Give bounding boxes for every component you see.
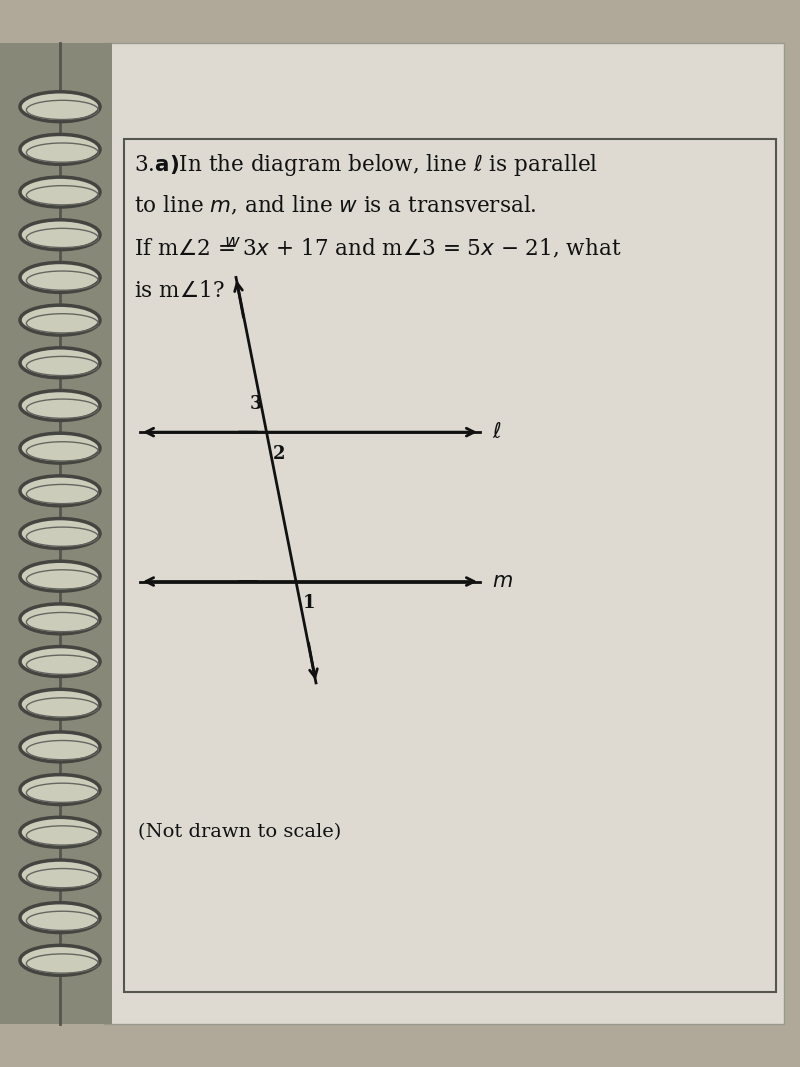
Ellipse shape [20, 177, 100, 207]
Ellipse shape [20, 860, 100, 890]
Ellipse shape [20, 92, 100, 122]
Text: $m$: $m$ [492, 572, 513, 591]
Text: $w$: $w$ [224, 233, 240, 251]
Ellipse shape [20, 817, 100, 847]
Text: $\ell$: $\ell$ [492, 423, 502, 442]
Ellipse shape [20, 519, 100, 548]
Ellipse shape [20, 476, 100, 506]
Ellipse shape [20, 689, 100, 719]
Ellipse shape [20, 647, 100, 676]
Text: 2: 2 [273, 445, 286, 463]
Ellipse shape [20, 945, 100, 975]
Ellipse shape [20, 305, 100, 335]
Ellipse shape [20, 561, 100, 591]
Text: If m$\angle$2 = 3$x$ + 17 and m$\angle$3 = 5$x$ $-$ 21, what: If m$\angle$2 = 3$x$ + 17 and m$\angle$3… [134, 237, 622, 260]
Ellipse shape [20, 391, 100, 420]
Ellipse shape [20, 903, 100, 933]
Ellipse shape [20, 604, 100, 634]
Ellipse shape [20, 262, 100, 292]
Text: is m$\angle$1?: is m$\angle$1? [134, 280, 225, 302]
Ellipse shape [20, 220, 100, 250]
Bar [124, 139, 776, 992]
Text: 3.$\mathbf{a)}$In the diagram below, line $\ell$ is parallel: 3.$\mathbf{a)}$In the diagram below, lin… [134, 152, 598, 177]
Ellipse shape [20, 775, 100, 805]
Ellipse shape [20, 732, 100, 762]
Ellipse shape [20, 348, 100, 378]
Text: to line $m$, and line $w$ is a transversal.: to line $m$, and line $w$ is a transvers… [134, 194, 537, 218]
Bar [0, 43, 112, 1024]
Text: (Not drawn to scale): (Not drawn to scale) [138, 824, 342, 841]
Text: 1: 1 [302, 594, 315, 612]
Ellipse shape [20, 433, 100, 463]
Bar [104, 43, 784, 1024]
Ellipse shape [20, 134, 100, 164]
Text: 3: 3 [250, 395, 262, 413]
